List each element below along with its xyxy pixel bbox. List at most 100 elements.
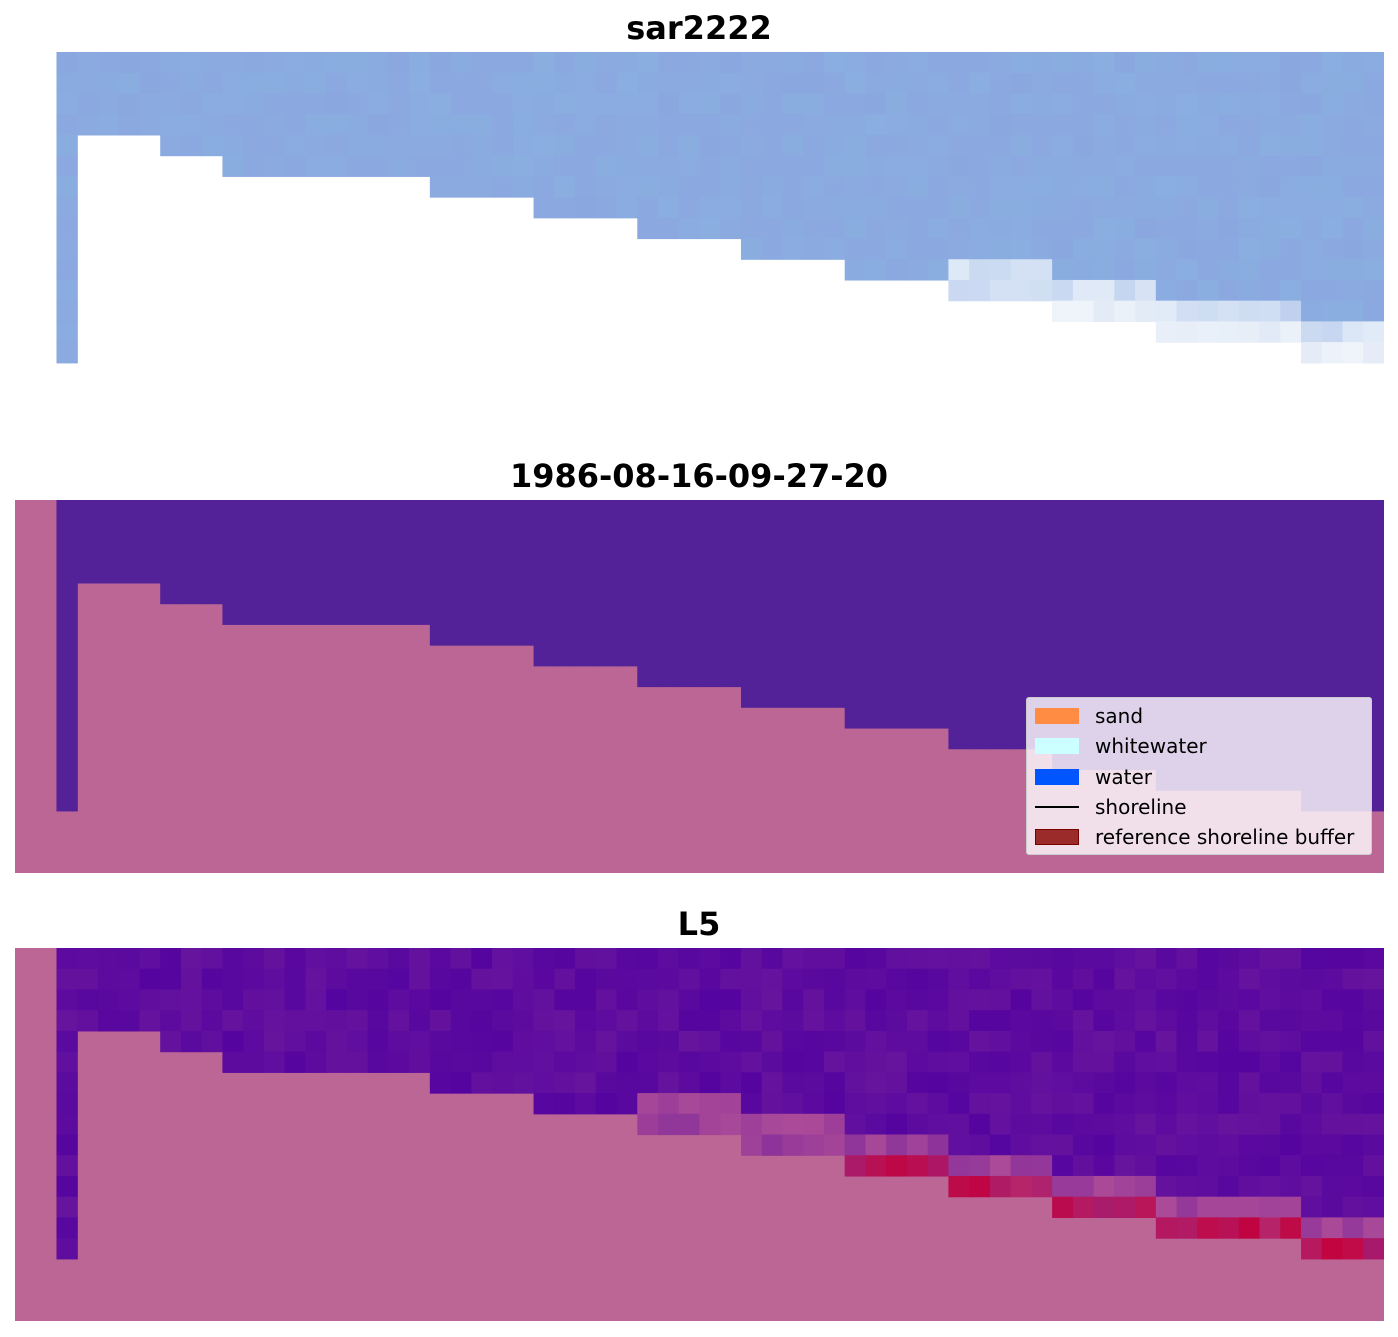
index-pixel [1342,1113,1364,1136]
rgb-pixel [1031,52,1053,74]
rgb-pixel [1155,321,1178,343]
rgb-pixel [678,217,701,240]
rgb-pixel [1321,93,1344,115]
index-pixel [699,989,721,1011]
rgb-pixel [740,155,763,177]
index-pixel [1176,1134,1198,1156]
rgb-pixel [1155,134,1178,157]
index-pixel [450,1010,472,1032]
index-pixel [969,1155,991,1177]
rgb-pixel [989,93,1012,115]
index-pixel [1342,1238,1364,1260]
index-pixel [761,1134,784,1156]
rgb-pixel [844,134,867,157]
rgb-pixel [1301,279,1323,302]
rgb-pixel [969,259,991,281]
rgb-pixel [1031,279,1053,302]
index-pixel [1321,1134,1344,1156]
rgb-pixel [1072,52,1095,74]
rgb-pixel [1135,155,1157,177]
index-pixel [1135,1072,1157,1094]
index-pixel [865,1155,887,1177]
index-pixel [865,1134,887,1156]
rgb-pixel [1135,72,1157,95]
rgb-image-panel [56,52,1384,364]
rgb-pixel [782,114,804,136]
index-pixel [429,948,452,970]
index-pixel [450,968,472,991]
rgb-pixel [180,114,203,136]
rgb-pixel [1218,279,1240,302]
index-pixel [989,1051,1012,1073]
water-class-pixel [471,500,493,646]
index-pixel [450,1072,472,1094]
index-pixel [492,1072,514,1094]
rgb-pixel [803,52,825,74]
index-pixel [1135,948,1157,970]
water-class-pixel [720,500,742,688]
rgb-pixel [409,72,431,95]
rgb-pixel [761,134,784,157]
index-pixel [1052,1051,1074,1073]
water-class-pixel [346,500,369,625]
index-pixel [761,1010,784,1032]
index-pixel [906,989,929,1011]
rgb-pixel [554,114,576,136]
water-class-pixel [595,500,618,667]
index-pixel [1072,1010,1095,1032]
legend-item-sand: sand [1035,704,1143,728]
index-pixel [1093,1196,1115,1218]
index-pixel [1259,1196,1281,1218]
rgb-pixel [1052,238,1074,260]
index-pixel [1176,989,1198,1011]
index-pixel [180,968,203,991]
index-pixel [1218,1175,1240,1198]
rgb-pixel [180,134,203,157]
rgb-pixel [1280,93,1302,115]
index-pixel [1052,1072,1074,1094]
water-class-pixel [575,500,597,667]
rgb-pixel [740,72,763,95]
index-pixel [1135,1030,1157,1053]
rgb-pixel [782,238,804,260]
rgb-pixel [1031,217,1053,240]
rgb-pixel [1052,93,1074,115]
index-pixel [1259,1217,1281,1239]
rgb-pixel [512,52,535,74]
rgb-pixel [1197,52,1219,74]
rgb-pixel [948,279,970,302]
rgb-pixel [1342,155,1364,177]
rgb-pixel [886,238,908,260]
rgb-pixel [139,52,161,74]
index-pixel [1155,1134,1178,1156]
index-pixel [554,1010,576,1032]
rgb-pixel [699,217,721,240]
rgb-pixel [616,176,638,198]
index-pixel [1301,1010,1323,1032]
rgb-pixel [865,238,887,260]
rgb-pixel [180,93,203,115]
index-pixel [886,948,908,970]
index-pixel [305,1010,327,1032]
rgb-pixel [1031,176,1053,198]
rgb-pixel [1301,300,1323,322]
rgb-pixel [678,52,701,74]
water-class-pixel [243,500,265,625]
index-pixel [927,989,950,1011]
index-pixel [1135,989,1157,1011]
rgb-pixel [865,114,887,136]
index-pixel [1218,1051,1240,1073]
index-pixel [1321,989,1344,1011]
rgb-pixel [222,72,244,95]
panel-title-index: L5 [677,905,721,943]
rgb-pixel [1342,176,1364,198]
index-pixel [844,1072,867,1094]
index-pixel [512,1010,535,1032]
index-pixel [284,1030,306,1053]
index-pixel [803,1134,825,1156]
index-pixel [56,1010,78,1032]
index-pixel [326,989,348,1011]
rgb-pixel [554,72,576,95]
rgb-pixel [388,72,410,95]
index-pixel [305,968,327,991]
